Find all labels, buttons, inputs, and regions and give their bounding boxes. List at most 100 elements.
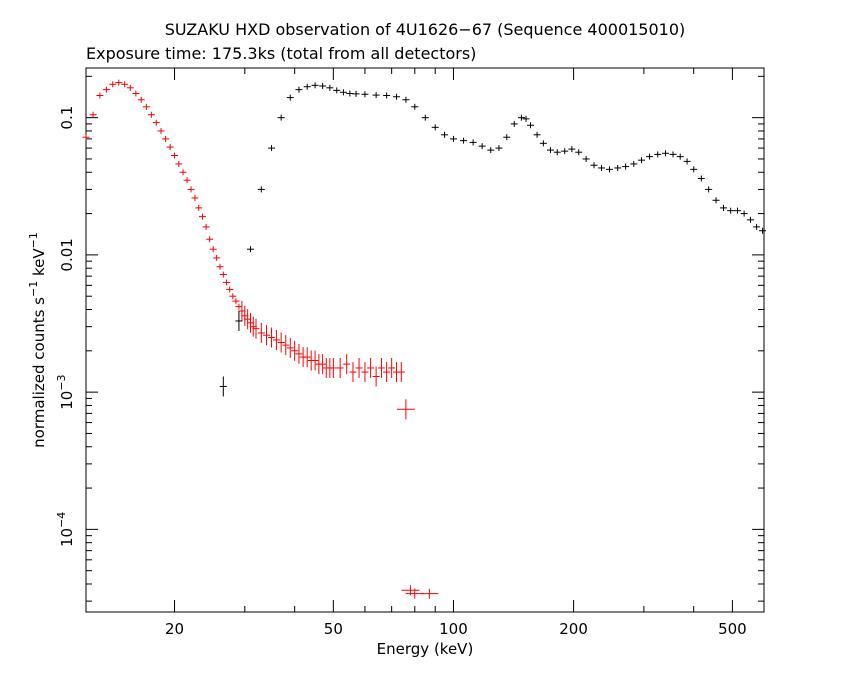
data-point (152, 119, 160, 126)
x-tick-label: 20 (165, 620, 184, 638)
data-point (277, 114, 285, 121)
data-point (355, 357, 363, 378)
data-point (238, 301, 246, 322)
data-point (383, 92, 391, 99)
data-point (319, 354, 327, 375)
data-point (654, 151, 662, 158)
data-point (179, 169, 187, 176)
data-point (311, 82, 319, 89)
data-point (460, 137, 468, 144)
data-series (82, 79, 767, 599)
x-tick-label: 100 (439, 620, 468, 638)
data-point (361, 362, 369, 383)
data-point (478, 143, 486, 150)
data-point (102, 86, 110, 93)
data-point (252, 318, 260, 339)
data-point (89, 111, 97, 118)
data-point (377, 357, 385, 378)
data-point (361, 91, 369, 98)
data-point (206, 236, 214, 243)
data-point (286, 94, 294, 101)
data-point (690, 166, 698, 173)
data-point (202, 223, 210, 230)
data-point (257, 322, 265, 343)
data-point (183, 177, 191, 184)
data-point (343, 354, 351, 375)
data-point (669, 151, 677, 158)
y-tick-label-base: 10 (58, 391, 76, 410)
y-tick-label-base: 0.01 (58, 238, 76, 271)
data-point (326, 84, 334, 91)
data-point (727, 207, 735, 214)
data-point (229, 293, 237, 300)
data-point (510, 120, 518, 127)
data-point (175, 160, 183, 167)
data-point (166, 144, 174, 151)
data-point (553, 149, 561, 156)
data-point (291, 340, 299, 361)
data-point (162, 135, 170, 142)
x-tick-label: 500 (718, 620, 747, 638)
data-point (539, 140, 547, 147)
data-point (753, 223, 761, 230)
data-point (397, 362, 405, 383)
data-point (121, 81, 129, 88)
data-point (277, 332, 285, 353)
data-point (598, 164, 606, 171)
data-point (216, 263, 224, 270)
data-point (487, 147, 495, 154)
data-point (367, 357, 375, 378)
data-point (295, 343, 303, 364)
data-point (303, 83, 311, 90)
data-point (697, 175, 705, 182)
data-point (503, 134, 511, 141)
data-point (614, 164, 622, 171)
data-point (349, 362, 357, 383)
data-point (213, 254, 221, 261)
x-axis-label: Energy (keV) (377, 640, 474, 658)
y-tick-label: 10−4 (55, 512, 76, 547)
data-point (388, 357, 396, 378)
data-point (96, 92, 104, 99)
data-point (268, 145, 276, 152)
data-point (336, 357, 344, 378)
data-point (235, 303, 243, 310)
data-point (286, 337, 294, 358)
data-point (329, 357, 337, 378)
chart-subtitle: Exposure time: 175.3ks (total from all d… (86, 44, 477, 63)
data-point (705, 186, 713, 193)
data-point (126, 84, 134, 91)
y-axis-label-mid: keV (30, 248, 48, 281)
data-point (191, 194, 199, 201)
data-point (561, 148, 569, 155)
data-point (195, 204, 203, 211)
data-point (590, 162, 598, 169)
x-tick-label: 200 (559, 620, 588, 638)
data-point (469, 139, 477, 146)
data-point (646, 153, 654, 160)
data-point (420, 588, 439, 599)
data-point (393, 93, 401, 100)
x-tick-label: 50 (324, 620, 343, 638)
data-point (605, 166, 613, 173)
data-point (262, 325, 270, 346)
y-tick-label-exp: −3 (55, 374, 68, 390)
data-point (441, 131, 449, 138)
data-point (495, 145, 503, 152)
data-point (246, 246, 254, 253)
data-point (235, 310, 243, 331)
data-point (187, 186, 195, 193)
data-point (137, 96, 145, 103)
data-point (734, 207, 742, 214)
data-point (268, 327, 276, 348)
data-point (712, 197, 720, 204)
data-point (662, 150, 670, 157)
data-point (402, 96, 410, 103)
data-point (282, 335, 290, 356)
data-point (272, 329, 280, 350)
y-axis-label-sup1: −1 (27, 281, 40, 297)
data-point (759, 227, 767, 234)
data-point (522, 115, 530, 122)
